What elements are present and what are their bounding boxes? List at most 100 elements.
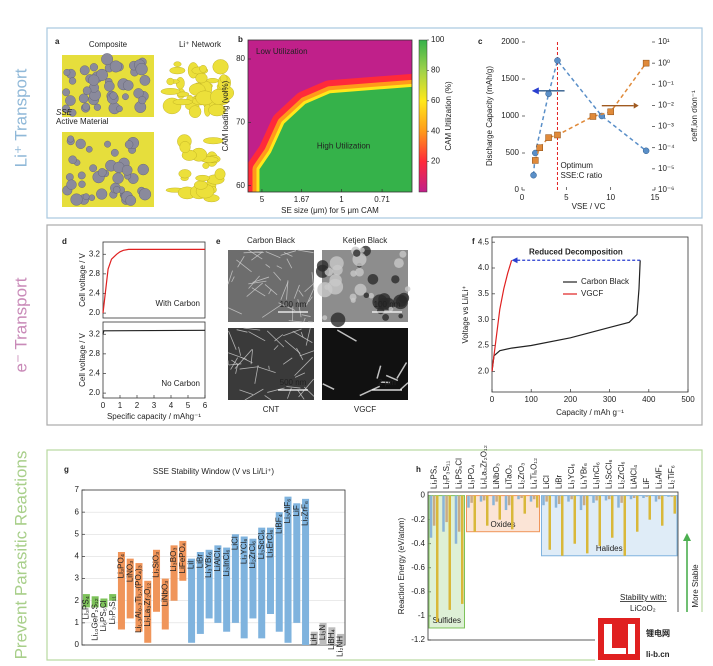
category-label: Li₂TiF₆ [667,465,676,489]
bar [545,495,548,502]
y-tick-label: -0.4 [411,539,425,548]
bar [607,495,611,500]
micrograph-texture [296,347,304,361]
micrograph [322,328,408,400]
bar [492,495,495,506]
category-label: Li₃N [318,625,327,640]
category-label: Li₆PS₅Cl [454,458,463,489]
bar [570,495,573,500]
window-bar [284,496,292,643]
micrograph-texture [368,292,374,299]
x-tick-label: 3 [152,401,157,410]
micrograph-texture [322,383,335,391]
annotation: More Stable [691,564,700,608]
category-label: Li₃YCl₆ [239,539,248,565]
category-label: Li₃YBr₆ [204,552,213,578]
category-label: Li₃InCl₆ [592,462,601,489]
bar [467,495,470,508]
micrograph-texture [231,276,235,283]
micrograph-texture [248,280,267,285]
region-box [541,495,678,557]
category-label: Li₃YBr₆ [579,463,588,489]
x-tick-label: 500 [681,395,695,404]
colorbar-tick-label: 100 [431,35,445,44]
series-line [532,58,647,176]
particle [68,155,77,164]
row-box [46,449,703,661]
particle [137,163,149,176]
category-label: Li₂ZrCl₆ [248,541,257,569]
micrograph-texture [394,258,404,269]
image-title: CNT [263,405,280,414]
colorbar-label: CAM Utilization (%) [444,81,453,151]
particle [78,93,89,104]
particle [65,95,76,106]
micrograph-texture [251,252,263,261]
bar [548,495,551,550]
bar [557,495,561,505]
point [536,144,543,151]
micrograph-texture [359,385,381,397]
micrograph-texture [367,273,379,285]
image-title: Li⁺ Network [179,40,222,49]
category-label: LiCl [231,536,240,550]
legend-label: Carbon Black [581,277,630,286]
micrograph-texture [311,272,315,290]
category-label: LiNO₃ [125,561,134,582]
category-label: LiBF₄ [274,514,283,534]
y-tick-label: 70 [236,117,245,126]
micrograph-texture [288,320,303,323]
particle [96,188,108,200]
micrograph-texture [286,386,301,389]
bar [629,495,633,500]
particle [110,148,119,157]
series-line [102,248,205,314]
bar [654,495,658,502]
particle [109,60,122,73]
micrograph-texture [228,352,247,360]
point [589,113,597,120]
y-tick-label: 0 [421,491,426,500]
y-tick-label: 3.2 [89,329,101,338]
micrograph-texture [235,364,239,374]
particle [68,77,77,85]
particle [78,180,86,188]
micrograph-texture [301,314,311,317]
x-tick-label: 5 [186,401,191,410]
x-tick-label: 400 [642,395,656,404]
panel-letter: d [62,237,67,246]
micrograph-texture [404,286,411,292]
micrograph-texture [294,356,313,376]
y-axis-label: Discharge Capacity (mAh/g) [485,66,494,166]
micrograph-texture [258,366,276,374]
micrograph-texture [227,307,242,315]
y-tick-label: 2.0 [89,308,101,317]
bar [648,495,651,520]
y-tick-label: 3.5 [478,289,490,298]
window-bar [319,622,327,645]
x-tick-label: 0 [520,193,525,202]
bar [457,495,461,532]
y-axis-label: Reaction Energy (eV/atom) [397,517,406,614]
window-bar [328,627,336,645]
micrograph-texture [350,297,356,303]
x-tick-label: 6 [203,401,208,410]
particle [93,103,101,111]
watermark-logo-glyph [604,624,635,654]
micrograph-texture [280,250,297,256]
y-tick-label: 2.4 [89,289,101,298]
micrograph-texture [293,284,300,299]
micrograph-texture [250,349,254,365]
point [554,57,561,64]
x-tick-label: 15 [651,193,660,202]
row-label: Li⁺ Transport [11,68,30,167]
category-label: LiBr [554,474,563,489]
micrograph-texture [280,281,289,300]
network-blob [178,169,192,179]
window-bar [161,578,169,630]
micrograph-texture [239,366,260,370]
micrograph-texture [382,313,390,321]
network-blob [173,61,182,67]
particle [70,193,83,206]
